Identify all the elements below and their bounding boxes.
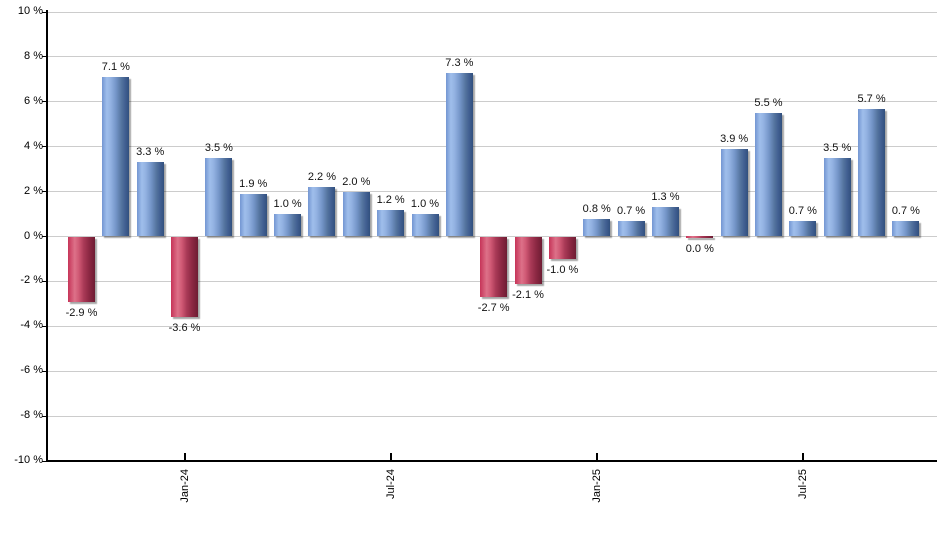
bar-value-label: -3.6 %: [168, 322, 201, 335]
bar: [205, 157, 233, 237]
bar: [548, 236, 576, 259]
y-axis-tick: [42, 236, 48, 237]
y-axis-tick: [42, 370, 48, 372]
gridline: [48, 370, 937, 372]
bar-value-label: 3.3 %: [136, 146, 165, 159]
bar-value-label: -2.9 %: [65, 306, 98, 319]
y-axis-tick-label: 6 %: [24, 94, 43, 107]
bar: [171, 236, 199, 318]
y-axis-tick-label: 2 %: [24, 184, 43, 197]
bar-value-label: 0.7 %: [891, 204, 920, 217]
bar: [755, 113, 782, 237]
bar-value-label: 0.0 %: [685, 243, 714, 255]
bar-value-label: 1.2 %: [376, 193, 405, 206]
bar-value-label: 3.5 %: [204, 141, 233, 154]
bar: [136, 162, 164, 237]
gridline: [48, 415, 937, 417]
y-axis-tick-label: -6 %: [20, 364, 43, 377]
gridline: [48, 191, 937, 193]
bar: [789, 220, 817, 237]
y-axis-tick: [42, 191, 48, 193]
y-axis-tick-label: 4 %: [24, 139, 43, 152]
bar-value-label: 2.0 %: [342, 175, 371, 188]
x-axis-tick: [389, 453, 392, 461]
y-axis-tick-label: 10 %: [17, 5, 43, 17]
bar: [720, 148, 748, 237]
y-axis-tick: [42, 56, 48, 58]
bar-value-label: 0.7 %: [617, 204, 646, 217]
y-axis-tick: [42, 460, 48, 462]
x-axis-tick-label: Jul-24: [384, 469, 397, 499]
gridline: [48, 325, 937, 327]
bar-value-label: -1.0 %: [546, 263, 579, 276]
y-axis-tick-label: -4 %: [20, 319, 43, 332]
y-axis-tick: [42, 11, 48, 13]
bar-value-label: 1.9 %: [239, 177, 268, 190]
bar: [892, 220, 920, 237]
bar-value-label: 1.0 %: [410, 198, 440, 211]
y-axis-tick-label: -2 %: [20, 274, 43, 287]
bar-value-label: 0.7 %: [788, 204, 817, 217]
x-axis-tick-label: Jan-25: [590, 469, 603, 503]
bar-value-label: 1.3 %: [651, 191, 680, 204]
y-axis-tick: [42, 325, 48, 327]
y-axis-tick: [42, 101, 48, 103]
bar: [377, 209, 405, 237]
x-axis-tick: [595, 453, 598, 461]
bar: [651, 207, 679, 237]
bar-value-label: 2.2 %: [307, 171, 336, 184]
bar: [411, 214, 439, 237]
bar: [102, 77, 130, 237]
bar-value-label: 0.8 %: [582, 202, 611, 215]
gridline: [48, 146, 937, 148]
x-axis-tick: [183, 453, 186, 461]
x-axis-tick: [801, 453, 804, 461]
bar-value-label: 5.7 %: [857, 92, 886, 105]
bar: [239, 193, 267, 237]
bar: [68, 236, 95, 302]
bar-value-label: 7.1 %: [101, 61, 130, 74]
gridline: [48, 101, 937, 103]
y-axis-tick: [42, 280, 48, 282]
bar: [480, 236, 508, 298]
y-axis-tick-label: 0 %: [24, 229, 43, 242]
bar: [823, 157, 851, 237]
bar-value-label: 7.3 %: [445, 56, 474, 69]
y-axis-tick: [42, 146, 48, 148]
bar: [617, 220, 645, 237]
bar-value-label: 5.5 %: [754, 97, 783, 110]
x-axis-line: [46, 460, 937, 462]
bar-value-label: 3.5 %: [823, 141, 852, 154]
bar: [274, 214, 302, 237]
bar: [858, 108, 886, 237]
y-axis-tick-label: -10 %: [14, 454, 43, 466]
bar: [583, 218, 611, 237]
bar: [308, 187, 336, 237]
x-axis-tick-label: Jul-25: [796, 469, 809, 499]
bar-value-label: 1.0 %: [273, 198, 302, 211]
bar-value-label: -2.1 %: [512, 288, 544, 301]
y-axis-tick-label: -8 %: [20, 409, 43, 422]
bar: [514, 236, 542, 284]
y-axis-tick: [42, 415, 48, 417]
bar-value-label: -2.7 %: [477, 302, 510, 315]
bar-value-label: 3.9 %: [720, 132, 749, 145]
y-axis-tick-label: 8 %: [24, 49, 43, 62]
gridline: [48, 56, 937, 58]
x-axis-tick-label: Jan-24: [178, 469, 191, 503]
bar: [342, 191, 370, 237]
bar: [686, 235, 714, 238]
gridline: [48, 11, 937, 13]
y-axis-line: [46, 10, 48, 462]
bar: [445, 72, 473, 237]
